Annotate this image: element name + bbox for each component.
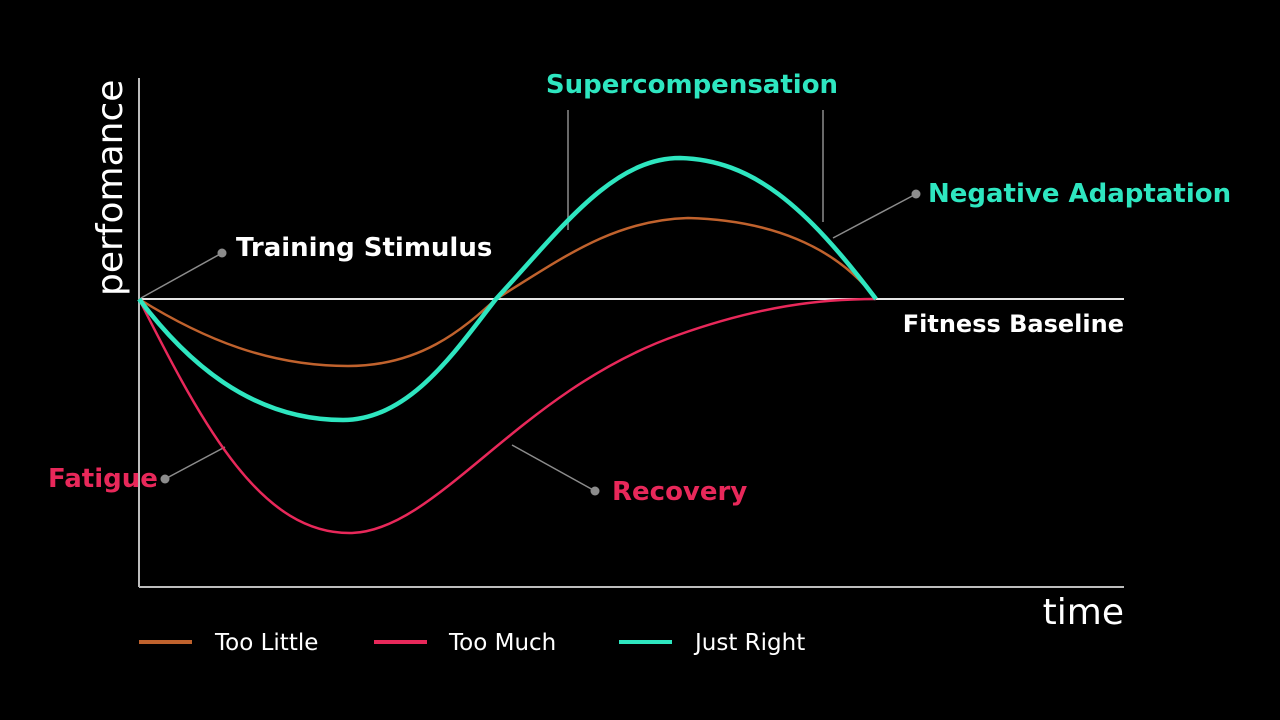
supercompensation-label: Supercompensation — [546, 70, 838, 100]
just-right-curve — [137, 155, 878, 423]
recovery-leader — [511, 444, 596, 492]
x-axis-label: time — [1043, 592, 1124, 633]
negative-adaptation-leader — [832, 193, 917, 239]
legend-item-just-right: Just Right — [619, 630, 805, 656]
too-much-curve — [137, 297, 877, 535]
training-stimulus-label: Training Stimulus — [236, 233, 492, 263]
legend-item-too-little: Too Little — [139, 630, 318, 656]
legend-label-too-little: Too Little — [214, 630, 318, 656]
legend: Too Little Too Much Just Right — [139, 630, 805, 656]
fitness-baseline-label: Fitness Baseline — [903, 310, 1124, 338]
legend-label-too-much: Too Much — [448, 630, 556, 656]
training-stimulus-leader — [140, 252, 223, 299]
negative-adaptation-label: Negative Adaptation — [928, 179, 1231, 209]
fatigue-leader — [164, 446, 226, 480]
training-stimulus-dot — [217, 248, 227, 258]
negative-adaptation-dot — [911, 189, 921, 199]
recovery-label: Recovery — [612, 477, 747, 507]
legend-item-too-much: Too Much — [374, 630, 556, 656]
legend-label-just-right: Just Right — [693, 630, 805, 656]
fatigue-dot — [160, 474, 170, 484]
fatigue-label: Fatigue — [48, 464, 158, 494]
y-axis-label: perfomance — [90, 80, 131, 296]
recovery-dot — [590, 486, 600, 496]
